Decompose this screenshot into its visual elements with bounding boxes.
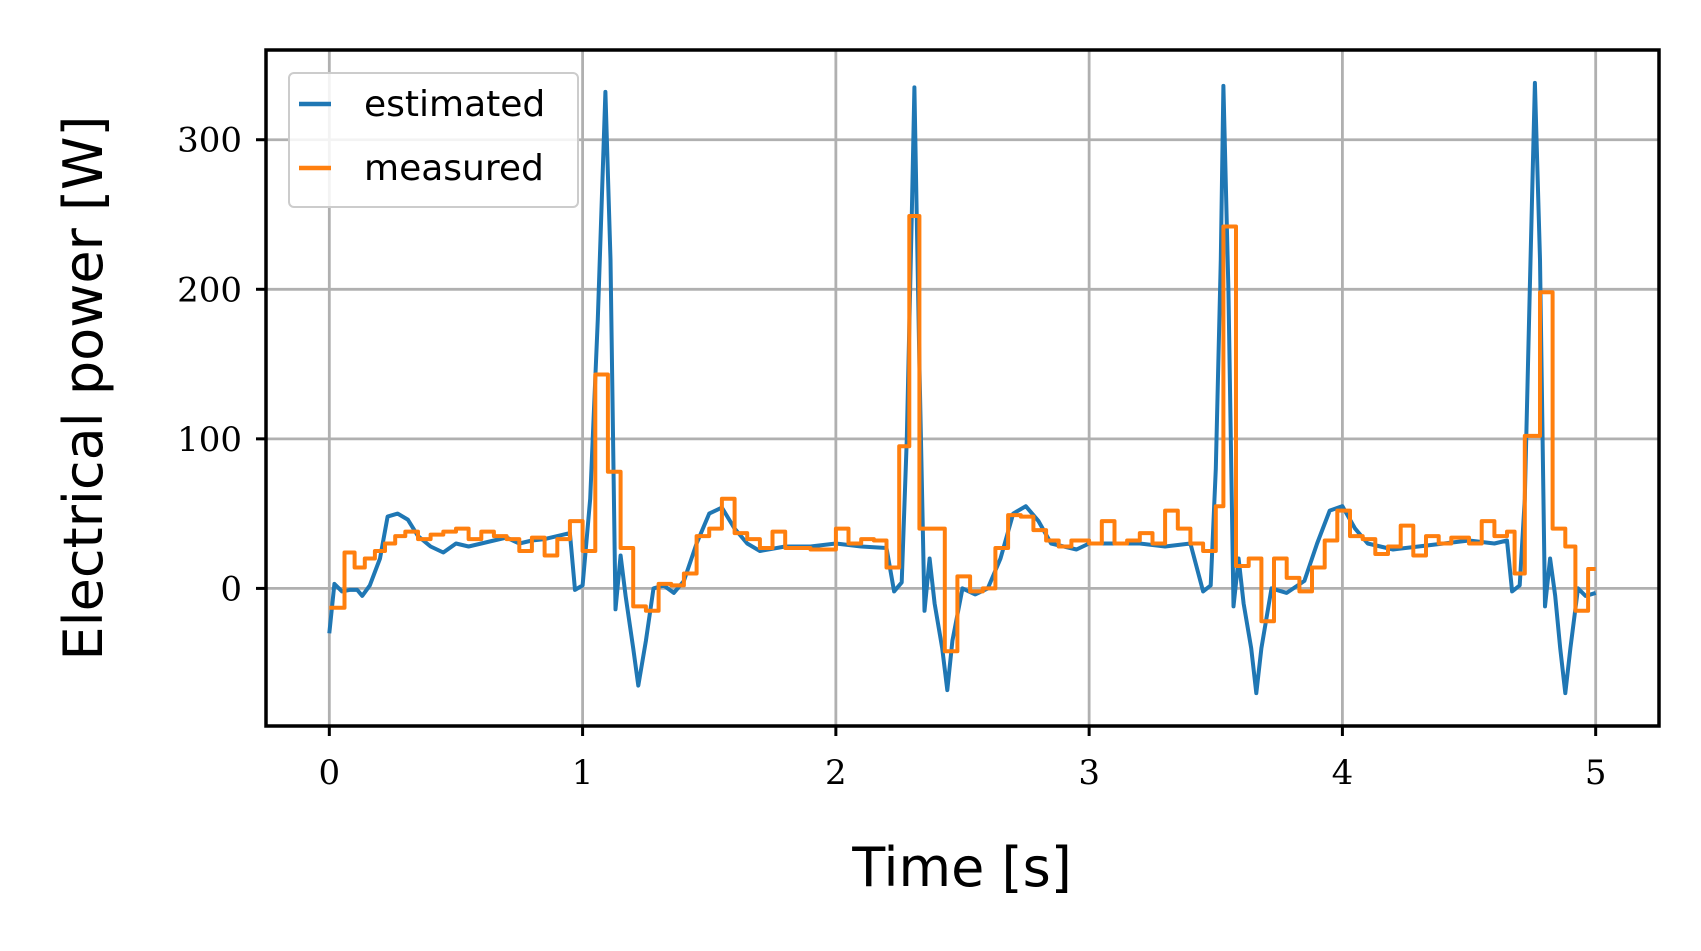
x-tick-label: 5 bbox=[1585, 753, 1607, 793]
legend-box bbox=[288, 72, 579, 208]
y-axis-label: Electrical power [W] bbox=[52, 116, 115, 661]
x-tick-label: 2 bbox=[825, 753, 847, 793]
x-tick-label: 0 bbox=[318, 753, 340, 793]
x-tick-label: 3 bbox=[1078, 753, 1100, 793]
y-axis: 0 100 200 300 bbox=[177, 121, 266, 609]
x-axis: 0 1 2 3 4 5 bbox=[318, 726, 1607, 793]
series-line-measured bbox=[329, 214, 1596, 654]
y-tick-label: 0 bbox=[220, 569, 242, 609]
y-tick-label: 200 bbox=[177, 270, 242, 310]
y-tick-label: 100 bbox=[177, 420, 242, 460]
series-layer bbox=[327, 80, 1597, 696]
legend-label-estimated: estimated bbox=[364, 84, 545, 125]
legend-label-measured: measured bbox=[364, 148, 544, 189]
plot-frame bbox=[264, 48, 1661, 728]
x-tick-label: 4 bbox=[1332, 753, 1354, 793]
x-axis-label: Time [s] bbox=[851, 836, 1072, 899]
series-line-estimated bbox=[327, 80, 1597, 696]
y-tick-label: 300 bbox=[177, 121, 242, 161]
x-tick-label: 1 bbox=[572, 753, 594, 793]
legend: estimated measured bbox=[288, 72, 579, 208]
